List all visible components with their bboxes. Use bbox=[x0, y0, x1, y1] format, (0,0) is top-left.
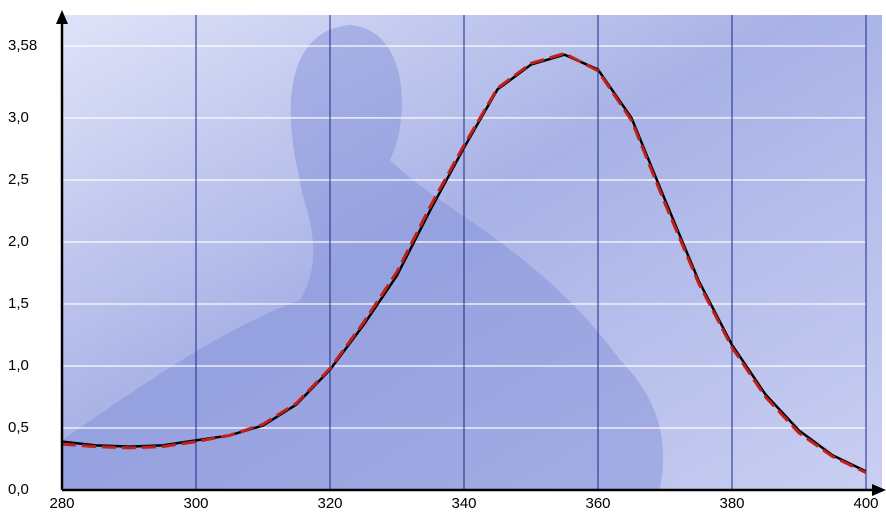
y-tick-label: 1,5 bbox=[8, 295, 29, 312]
y-tick-label: 3,58 bbox=[8, 37, 37, 54]
x-tick-label: 360 bbox=[585, 495, 610, 512]
x-tick-label: 320 bbox=[317, 495, 342, 512]
y-tick-label: 2,5 bbox=[8, 171, 29, 188]
y-tick-label: 1,0 bbox=[8, 357, 29, 374]
y-tick-label: 0,0 bbox=[8, 481, 29, 498]
x-tick-label: 340 bbox=[451, 495, 476, 512]
y-tick-label: 0,5 bbox=[8, 419, 29, 436]
x-tick-label: 280 bbox=[49, 495, 74, 512]
y-tick-label: 3,0 bbox=[8, 109, 29, 126]
x-tick-label: 380 bbox=[719, 495, 744, 512]
x-tick-label: 400 bbox=[853, 495, 878, 512]
x-tick-label: 300 bbox=[183, 495, 208, 512]
chart: 0,0 0,5 1,0 1,5 2,0 2,5 3,0 3,58 280 300 320 340 360… bbox=[0, 0, 886, 515]
y-tick-label: 2,0 bbox=[8, 233, 29, 250]
